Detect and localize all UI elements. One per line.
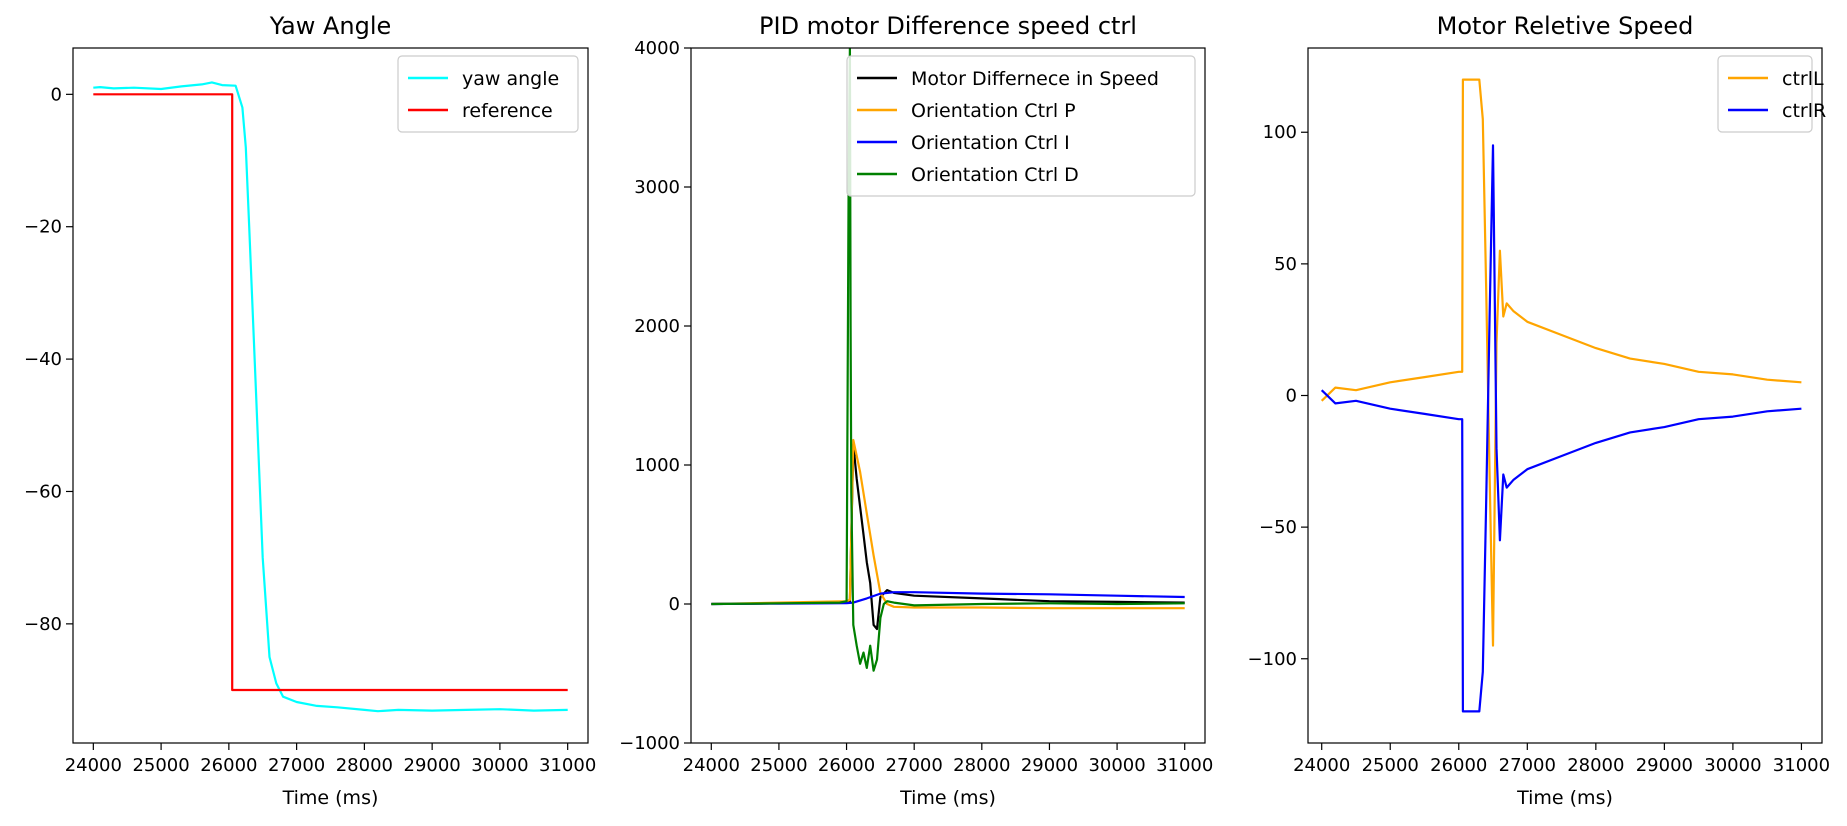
chart-panel-motor-relative-speed: Motor Reletive Speed 24000 25000 26000 27000… [1248, 12, 1831, 809]
x-axis-label: Time (ms) [282, 787, 379, 809]
x-axis-label: Time (ms) [899, 787, 996, 809]
legend-label: yaw angle [462, 68, 559, 90]
x-tick-label: 25000 [132, 755, 189, 776]
legend-box [846, 55, 1196, 197]
x-tick-label: 29000 [1021, 755, 1078, 776]
chart-title: Motor Reletive Speed [1437, 12, 1694, 40]
x-tick-label: 30000 [1704, 755, 1761, 776]
legend-label: ctrlL [1782, 68, 1824, 90]
series-line-orientation-ctrl-p [711, 438, 1185, 610]
chart-panel-pid-motor-difference: PID motor Difference speed ctrl 24000 2500… [619, 12, 1213, 809]
x-tick-label: 25000 [750, 755, 807, 776]
x-tick-label: 26000 [1430, 755, 1487, 776]
x-tick-label: 31000 [1773, 755, 1830, 776]
legend-label: Orientation Ctrl D [911, 164, 1079, 186]
x-tick-label: 28000 [953, 755, 1010, 776]
y-tick-label: 0 [1286, 386, 1297, 407]
series-line-ctrll [1320, 78, 1802, 647]
x-tick-label: 26000 [818, 755, 875, 776]
y-tick-label: 1000 [634, 455, 680, 476]
y-tick-label: −1000 [619, 733, 680, 754]
y-tick-label: −40 [24, 349, 62, 370]
x-tick-label: 27000 [268, 755, 325, 776]
y-tick-label: −20 [24, 217, 62, 238]
y-tick-label: −100 [1248, 649, 1297, 670]
y-tick-label: 0 [669, 594, 680, 615]
x-tick-label: 24000 [65, 755, 122, 776]
legend-label: ctrlR [1782, 100, 1826, 122]
y-tick-label: 4000 [634, 38, 680, 59]
x-tick-label: 30000 [1088, 755, 1145, 776]
y-tick-label: 100 [1263, 122, 1297, 143]
x-tick-label: 25000 [1362, 755, 1419, 776]
legend-label: reference [462, 100, 553, 122]
x-tick-label: 28000 [1567, 755, 1624, 776]
legend-label: Motor Differnece in Speed [911, 68, 1159, 90]
y-tick-label: 3000 [634, 177, 680, 198]
x-tick-label: 28000 [336, 755, 393, 776]
x-tick-label: 27000 [1499, 755, 1556, 776]
plot-frame [72, 47, 589, 744]
plot-frame [1307, 47, 1823, 744]
y-tick-label: −80 [24, 614, 62, 635]
plot-frame [690, 47, 1206, 744]
x-tick-label: 31000 [1156, 755, 1213, 776]
chart-title: PID motor Difference speed ctrl [759, 12, 1137, 40]
x-tick-label: 27000 [886, 755, 943, 776]
series-group [1320, 78, 1802, 713]
series-group [93, 81, 568, 713]
series-line-motor-differnece-in-speed [711, 443, 1185, 631]
y-tick-label: 50 [1274, 254, 1297, 275]
x-tick-label: 30000 [471, 755, 528, 776]
y-tick-label: 2000 [634, 316, 680, 337]
series-line-ctrlr [1320, 144, 1802, 713]
legend-label: Orientation Ctrl P [911, 100, 1076, 122]
series-line-yaw-angle [93, 81, 568, 713]
x-tick-label: 31000 [539, 755, 596, 776]
legend-box [1717, 55, 1813, 133]
chart-title: Yaw Angle [269, 12, 392, 40]
x-tick-label: 29000 [1636, 755, 1693, 776]
legend: Motor Differnece in Speed Orientation Ctr… [846, 55, 1196, 197]
y-tick-label: −60 [24, 481, 62, 502]
x-tick-label: 29000 [404, 755, 461, 776]
x-axis-label: Time (ms) [1516, 787, 1613, 809]
y-tick-label: 0 [51, 84, 62, 105]
legend: ctrlL ctrlR [1717, 55, 1826, 133]
x-tick-label: 24000 [1293, 755, 1350, 776]
legend-label: Orientation Ctrl I [911, 132, 1070, 154]
x-tick-label: 24000 [683, 755, 740, 776]
y-tick-label: −50 [1259, 517, 1297, 538]
series-line-reference [93, 93, 568, 692]
legend: yaw angle reference [397, 55, 579, 133]
chart-panel-yaw-angle: Yaw Angle 24000 25000 26000 27000 28000 29000 3… [24, 12, 596, 809]
x-tick-label: 26000 [200, 755, 257, 776]
legend-box [397, 55, 579, 133]
